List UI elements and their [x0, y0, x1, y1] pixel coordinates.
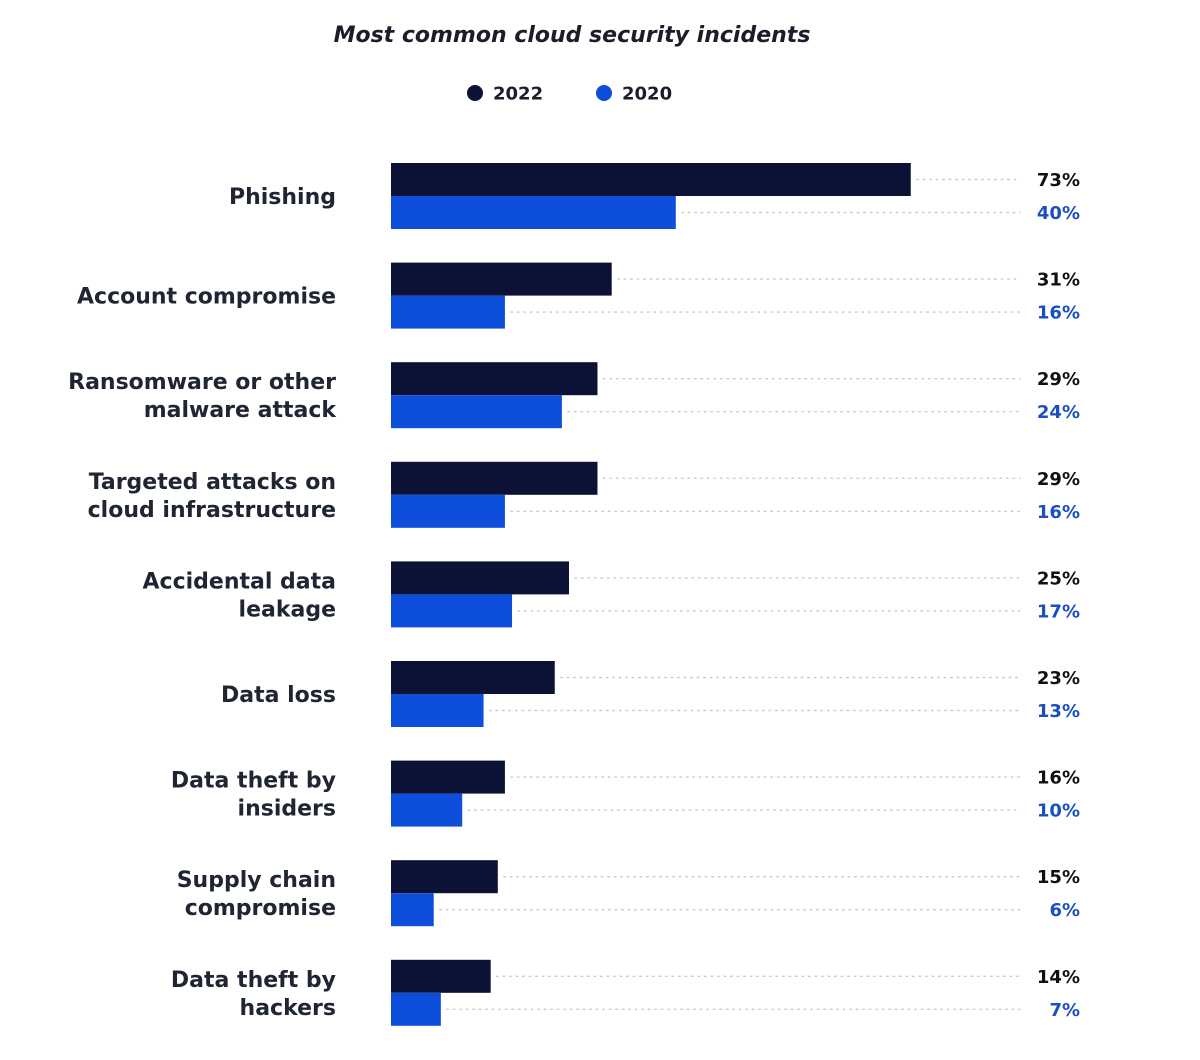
category-label: Data theft by — [171, 769, 336, 794]
category-label: Phishing — [229, 185, 336, 210]
legend-label-2020: 2020 — [622, 84, 672, 105]
value-label-2020: 40% — [1037, 203, 1080, 224]
bar-2020 — [391, 196, 676, 229]
category-label: hackers — [240, 996, 336, 1021]
category-group: Accidental data leakage 25% 17% — [143, 561, 1080, 628]
category-group: Data theft by insiders 16% 10% — [171, 760, 1080, 827]
bar-2022 — [391, 561, 569, 595]
category-group: Account compromise 31% 16% — [77, 262, 1080, 329]
category-label: Targeted attacks on — [89, 470, 336, 495]
value-label-2020: 10% — [1037, 801, 1080, 822]
bar-2022 — [391, 461, 598, 495]
value-label-2022: 29% — [1037, 369, 1080, 390]
legend: 2022 2020 — [467, 84, 672, 105]
legend-label-2022: 2022 — [493, 84, 543, 105]
category-label: cloud infrastructure — [88, 498, 336, 523]
bar-2020 — [391, 395, 562, 429]
value-label-2020: 16% — [1037, 502, 1080, 523]
bar-2020 — [391, 694, 484, 727]
value-label-2020: 24% — [1037, 402, 1080, 423]
value-label-2020: 7% — [1049, 1000, 1080, 1021]
category-group: Targeted attacks on cloud infrastructure 2… — [88, 461, 1080, 528]
value-label-2022: 25% — [1037, 568, 1080, 589]
bar-2022 — [391, 959, 491, 993]
value-label-2022: 15% — [1037, 867, 1080, 888]
bar-2022 — [391, 860, 498, 894]
bar-2022 — [391, 362, 598, 396]
value-label-2022: 23% — [1037, 668, 1080, 689]
category-group: Data theft by hackers 14% 7% — [171, 959, 1080, 1026]
category-group: Ransomware or other malware attack 29% 24% — [68, 362, 1080, 429]
category-label: Ransomware or other — [68, 370, 336, 395]
value-label-2020: 17% — [1037, 601, 1080, 622]
legend-marker-2020 — [596, 85, 612, 101]
bar-2020 — [391, 793, 463, 827]
bar-2020 — [391, 494, 505, 528]
value-label-2020: 13% — [1037, 701, 1080, 722]
value-label-2022: 29% — [1037, 469, 1080, 490]
category-label: Accidental data — [143, 569, 337, 594]
category-label: Account compromise — [77, 285, 336, 310]
value-label-2022: 31% — [1037, 270, 1080, 291]
bar-2020 — [391, 594, 513, 628]
chart-title: Most common cloud security incidents — [334, 23, 811, 48]
bar-2020 — [391, 992, 441, 1026]
value-label-2020: 16% — [1037, 303, 1080, 324]
category-label: Data loss — [221, 683, 336, 708]
category-group: Data loss 23% 13% — [221, 661, 1080, 727]
category-group: Phishing 73% 40% — [229, 163, 1080, 229]
category-label: Data theft by — [171, 968, 336, 993]
category-group: Supply chain compromise 15% 6% — [177, 860, 1080, 927]
bar-2020 — [391, 893, 434, 927]
bar-2022 — [391, 661, 555, 694]
plot-area: Phishing 73% 40% Account compromise 31% 16% Ra… — [68, 163, 1080, 1026]
legend-marker-2022 — [467, 85, 483, 101]
bar-2022 — [391, 760, 505, 794]
category-label: malware attack — [144, 398, 338, 423]
category-label: Supply chain — [177, 868, 336, 893]
category-label: leakage — [239, 597, 336, 622]
value-label-2022: 73% — [1037, 170, 1080, 191]
value-label-2022: 14% — [1037, 967, 1080, 988]
category-label: compromise — [185, 896, 336, 921]
category-label: insiders — [238, 797, 336, 822]
bar-2020 — [391, 295, 505, 329]
bar-2022 — [391, 262, 612, 296]
value-label-2020: 6% — [1049, 900, 1080, 921]
value-label-2022: 16% — [1037, 768, 1080, 789]
bar-2022 — [391, 163, 911, 196]
